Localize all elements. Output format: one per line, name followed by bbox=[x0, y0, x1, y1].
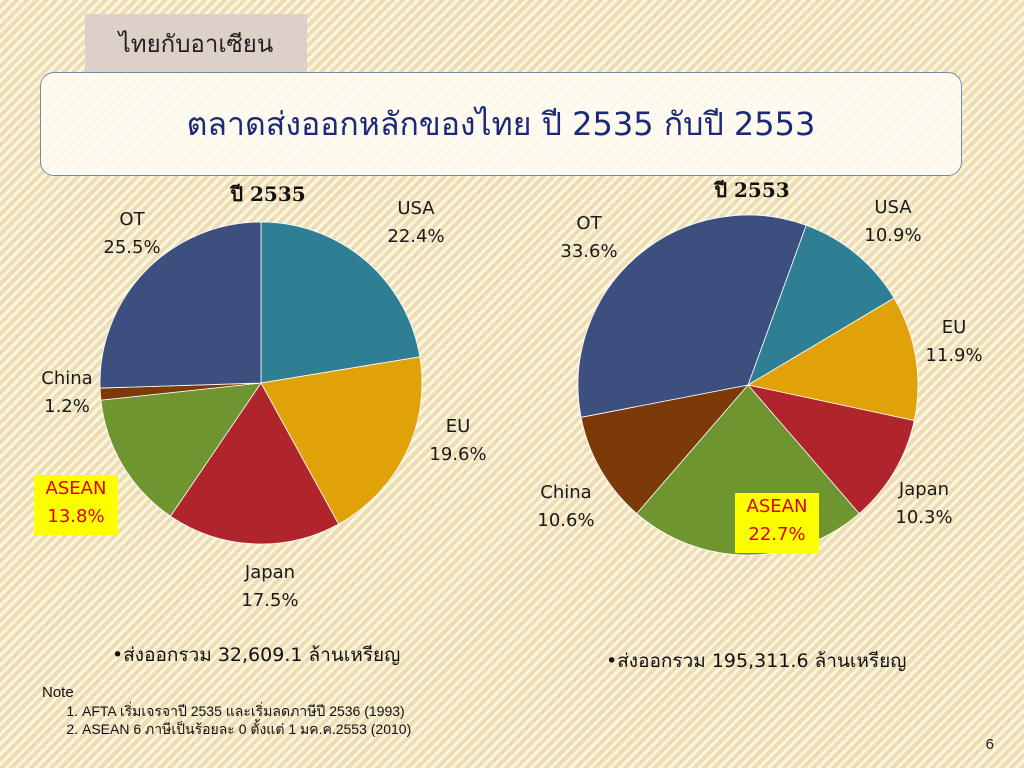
total-exports-2535: •ส่งออกรวม 32,609.1 ล้านเหรียญ bbox=[112, 644, 401, 666]
category-label: EU bbox=[942, 317, 967, 338]
value-label: 10.6% bbox=[537, 510, 594, 531]
data-label-ot-0: OT 25.5% bbox=[103, 209, 160, 258]
data-label-eu-0: EU 19.6% bbox=[429, 416, 486, 465]
value-label: 33.6% bbox=[560, 241, 617, 262]
category-label: USA bbox=[397, 198, 435, 219]
value-label: 10.9% bbox=[864, 225, 921, 246]
highlight-box bbox=[735, 493, 819, 553]
category-label: ASEAN bbox=[747, 496, 808, 517]
pie-slice-china-1 bbox=[580, 384, 750, 515]
pie-slice-ot-0 bbox=[99, 221, 262, 389]
note-list: AFTA เริ่มเจรจาปี 2535 และเริ่มลดภาษีปี … bbox=[42, 702, 411, 738]
value-label: 17.5% bbox=[241, 590, 298, 611]
category-label: OT bbox=[576, 213, 602, 234]
note-block: Note AFTA เริ่มเจรจาปี 2535 และเริ่มลดภา… bbox=[42, 684, 411, 738]
value-label: 13.8% bbox=[47, 506, 104, 527]
data-label-eu-1: EU 11.9% bbox=[925, 317, 982, 366]
category-label: China bbox=[540, 482, 591, 503]
section-tab: ไทยกับอาเซียน bbox=[85, 14, 307, 72]
note-heading: Note bbox=[42, 684, 74, 701]
data-label-usa-1: USA 10.9% bbox=[864, 197, 921, 246]
pie-slice-japan-1 bbox=[746, 384, 915, 515]
note-item: ASEAN 6 ภาษีเป็นร้อยละ 0 ตั้งแต่ 1 มค.ค.… bbox=[82, 720, 411, 738]
data-label-asean-1: ASEAN 22.7% bbox=[735, 493, 819, 553]
data-label-china-0: China 1.2% bbox=[41, 368, 92, 417]
pie-slice-usa-1 bbox=[747, 224, 895, 386]
total-exports-2553: •ส่งออกรวม 195,311.6 ล้านเหรียญ bbox=[606, 650, 907, 672]
data-label-ot-1: OT 33.6% bbox=[560, 213, 617, 262]
page-number: 6 bbox=[985, 736, 994, 753]
pie-slice-asean-0 bbox=[100, 382, 262, 517]
data-label-asean-0: ASEAN 13.8% bbox=[34, 475, 118, 535]
slide-title: ตลาดส่งออกหลักของไทย ปี 2535 กับปี 2553 bbox=[40, 72, 962, 176]
data-label-japan-0: Japan 17.5% bbox=[241, 562, 298, 611]
pie-slice-eu-1 bbox=[746, 297, 919, 422]
pie-slice-japan-0 bbox=[169, 382, 340, 545]
value-label: 11.9% bbox=[925, 345, 982, 366]
pie-slice-eu-0 bbox=[260, 356, 423, 525]
data-label-usa-0: USA 22.4% bbox=[387, 198, 444, 247]
highlight-box bbox=[34, 475, 118, 535]
data-label-china-1: China 10.6% bbox=[537, 482, 594, 531]
value-label: 25.5% bbox=[103, 237, 160, 258]
pie-slice-ot-1 bbox=[577, 214, 807, 418]
value-label: 1.2% bbox=[44, 396, 90, 417]
category-label: USA bbox=[874, 197, 912, 218]
value-label: 19.6% bbox=[429, 444, 486, 465]
value-label: 10.3% bbox=[895, 507, 952, 528]
pie-title-0: ปี 2535 bbox=[229, 182, 306, 206]
pie-title-1: ปี 2553 bbox=[713, 178, 790, 202]
category-label: Japan bbox=[244, 562, 295, 583]
category-label: OT bbox=[119, 209, 145, 230]
category-label: Japan bbox=[898, 479, 949, 500]
value-label: 22.7% bbox=[748, 524, 805, 545]
category-label: China bbox=[41, 368, 92, 389]
category-label: EU bbox=[446, 416, 471, 437]
pie-slice-usa-0 bbox=[260, 221, 421, 384]
value-label: 22.4% bbox=[387, 226, 444, 247]
data-label-japan-1: Japan 10.3% bbox=[895, 479, 952, 528]
note-item: AFTA เริ่มเจรจาปี 2535 และเริ่มลดภาษีปี … bbox=[82, 702, 411, 720]
category-label: ASEAN bbox=[46, 478, 107, 499]
